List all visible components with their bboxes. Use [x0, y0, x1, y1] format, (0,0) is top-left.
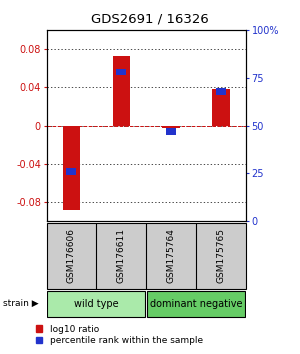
Text: GDS2691 / 16326: GDS2691 / 16326 [91, 12, 209, 25]
Text: GSM175764: GSM175764 [167, 228, 176, 283]
Bar [216, 88, 226, 95]
Bar [116, 69, 126, 75]
Text: GSM176611: GSM176611 [117, 228, 126, 283]
Text: wild type: wild type [74, 298, 119, 308]
Bar [67, 168, 76, 175]
Text: GSM175765: GSM175765 [217, 228, 226, 283]
Legend: log10 ratio, percentile rank within the sample: log10 ratio, percentile rank within the … [36, 325, 203, 345]
Text: dominant negative: dominant negative [150, 298, 242, 308]
Bar [212, 89, 230, 126]
Bar [63, 126, 80, 210]
Bar [47, 291, 145, 317]
Bar [112, 56, 130, 126]
Text: strain ▶: strain ▶ [3, 299, 39, 308]
Bar [166, 128, 176, 135]
Text: GSM176606: GSM176606 [67, 228, 76, 283]
Bar [163, 126, 180, 127]
Bar [147, 291, 245, 317]
